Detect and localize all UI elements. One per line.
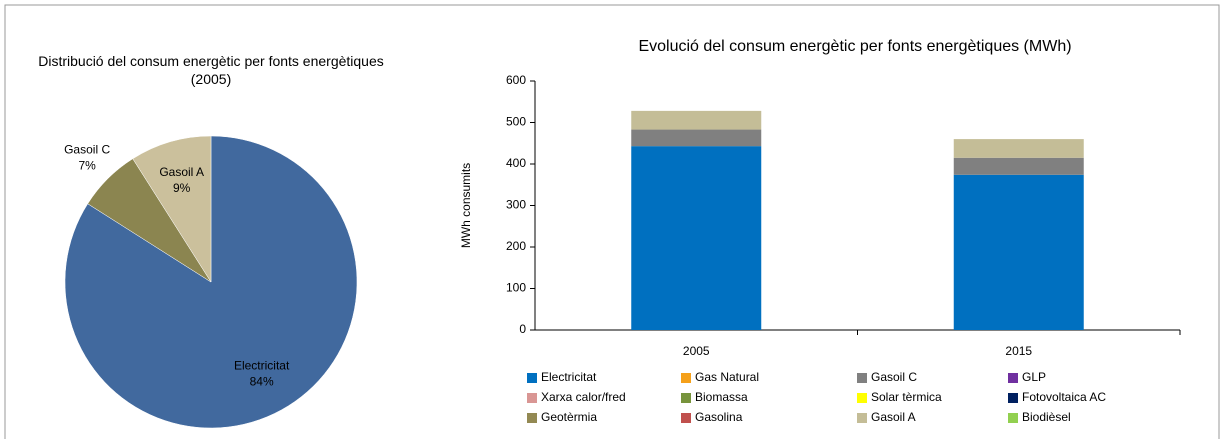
pie-slice: [132, 135, 212, 283]
legend-swatch: [857, 413, 867, 423]
bar-title: Evolució del consum energètic per fonts …: [638, 38, 1072, 55]
legend-swatch: [527, 373, 537, 383]
legend-swatch: [1008, 373, 1018, 383]
legend-swatch: [1008, 393, 1018, 403]
pie-title: Distribució del consum energètic per fon…: [38, 53, 384, 87]
legend-label: Xarxa calor/fred: [541, 390, 626, 404]
pie-label: Gasoil A: [159, 165, 204, 179]
bar-segment: [953, 157, 1084, 175]
legend-swatch: [857, 393, 867, 403]
legend-label: Biomassa: [695, 390, 748, 404]
bar-segment: [953, 174, 1084, 330]
legend-label: GLP: [1022, 370, 1046, 384]
y-axis-label: MWh consumits: [459, 163, 473, 248]
y-tick-label: 500: [506, 115, 526, 129]
y-tick-label: 0: [519, 322, 526, 336]
x-tick-label: 2005: [683, 344, 710, 358]
y-tick-label: 100: [506, 281, 526, 295]
legend-label: Gasoil C: [871, 370, 917, 384]
legend-label: Fotovoltaica AC: [1022, 390, 1106, 404]
legend-swatch: [681, 393, 691, 403]
y-tick-label: 300: [506, 198, 526, 212]
legend-label: Geotèrmia: [541, 410, 597, 424]
pie-label: Electricitat: [234, 358, 290, 372]
legend-swatch: [527, 413, 537, 423]
pie-label: Gasoil C: [64, 142, 110, 156]
legend-swatch: [681, 413, 691, 423]
pie-value-label: 9%: [173, 181, 191, 195]
frame: [4, 4, 1220, 439]
bar-segment: [631, 129, 762, 147]
legend-swatch: [681, 373, 691, 383]
pie-value-label: 7%: [78, 158, 96, 172]
y-tick-label: 400: [506, 156, 526, 170]
legend-label: Gasoil A: [871, 410, 916, 424]
legend-swatch: [857, 373, 867, 383]
pie-value-label: 84%: [250, 374, 274, 388]
y-tick-label: 600: [506, 73, 526, 87]
legend-label: Biodièsel: [1022, 410, 1071, 424]
bar-segment: [953, 139, 1084, 158]
x-tick-label: 2015: [1005, 344, 1032, 358]
legend-swatch: [527, 393, 537, 403]
legend-swatch: [1008, 413, 1018, 423]
bar-segment: [631, 110, 762, 130]
legend-label: Solar tèrmica: [871, 390, 942, 404]
y-tick-label: 200: [506, 239, 526, 253]
legend-label: Gas Natural: [695, 370, 759, 384]
legend-label: Gasolina: [695, 410, 743, 424]
legend-label: Electricitat: [541, 370, 597, 384]
bar-segment: [631, 146, 762, 330]
